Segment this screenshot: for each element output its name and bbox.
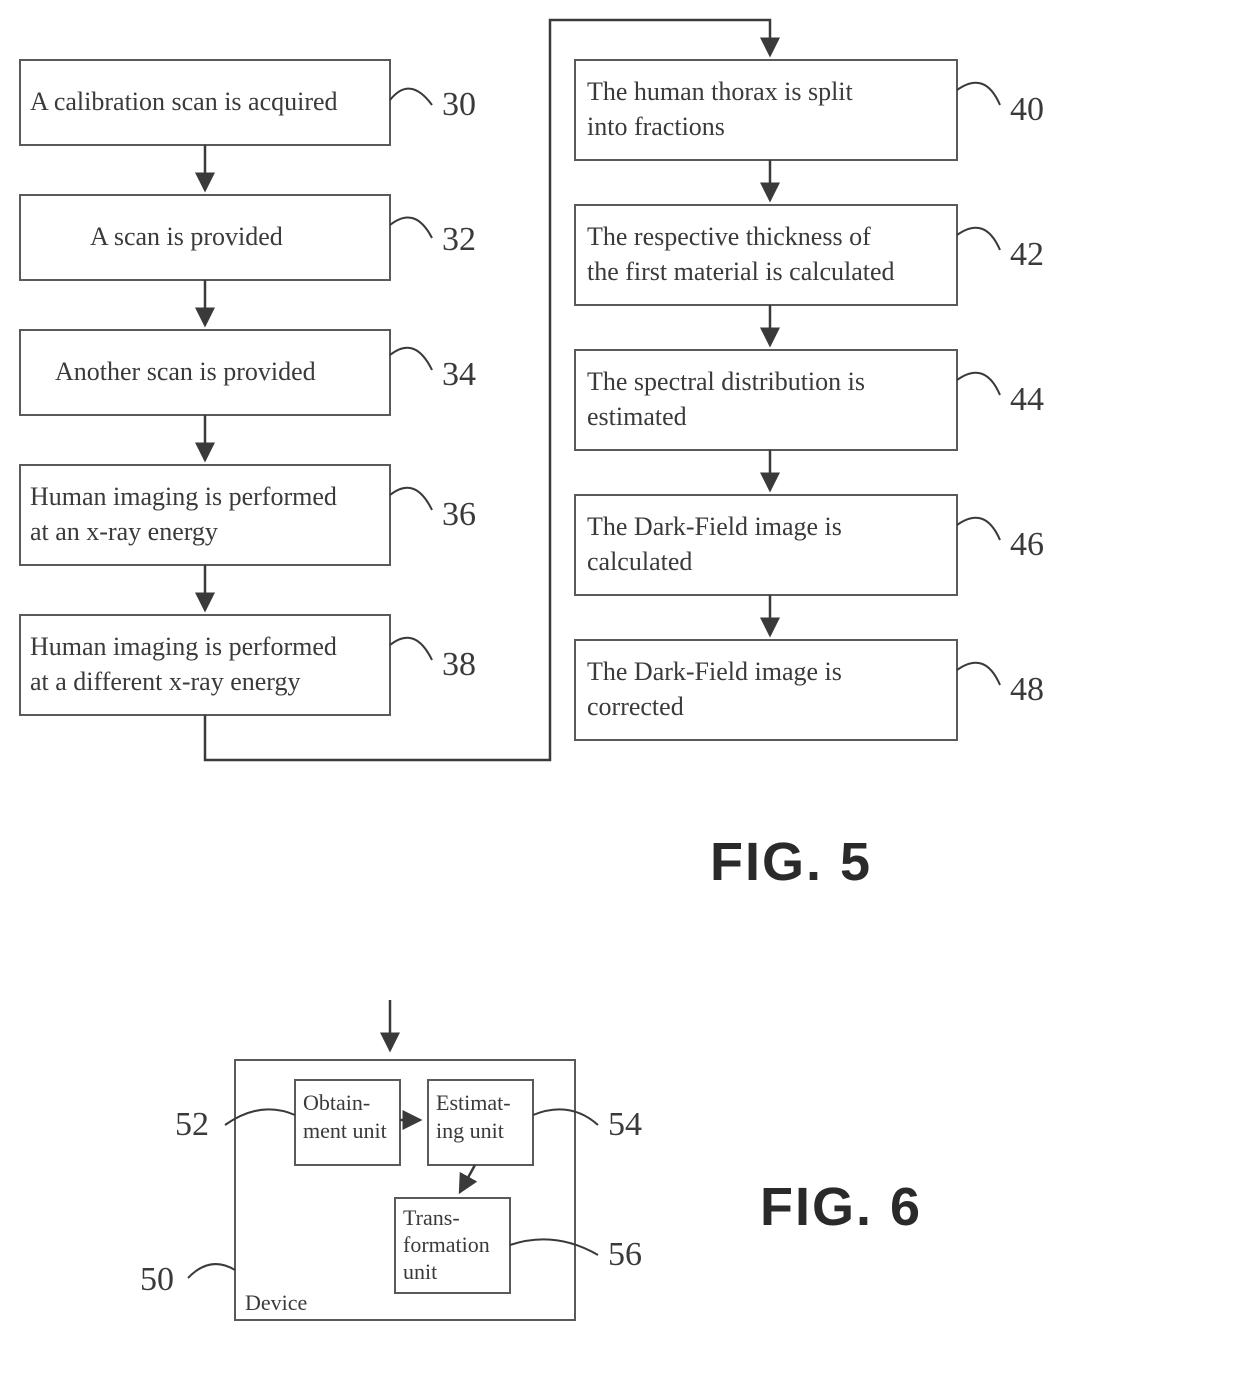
box-30: A calibration scan is acquired: [20, 60, 390, 145]
num-38: 38: [442, 646, 476, 683]
transform-line1: Trans-: [403, 1205, 460, 1230]
num-48: 48: [1010, 671, 1044, 708]
fig6-label: FIG. 6: [760, 1177, 922, 1237]
leader-36: [390, 488, 432, 510]
box-36-text2: at an x-ray energy: [30, 517, 218, 546]
num-46: 46: [1010, 526, 1044, 563]
box-42: The respective thickness of the first ma…: [575, 205, 957, 305]
arrow-estimate-transform: [460, 1165, 475, 1192]
box-34-text: Another scan is provided: [55, 357, 316, 386]
num-52: 52: [175, 1106, 209, 1143]
num-30: 30: [442, 86, 476, 123]
figure-5: A calibration scan is acquired 30 A scan…: [20, 20, 1044, 892]
box-40-text2: into fractions: [587, 112, 725, 141]
leader-40: [957, 83, 1000, 105]
num-42: 42: [1010, 236, 1044, 273]
num-32: 32: [442, 221, 476, 258]
num-50: 50: [140, 1261, 174, 1298]
device-label: Device: [245, 1290, 307, 1315]
box-34: Another scan is provided: [20, 330, 390, 415]
box-48-text2: corrected: [587, 692, 684, 721]
leader-30: [390, 89, 432, 105]
box-36-text1: Human imaging is performed: [30, 482, 337, 511]
leader-38: [390, 638, 432, 660]
transform-line3: unit: [403, 1259, 437, 1284]
box-46: The Dark-Field image is calculated: [575, 495, 957, 595]
transform-line2: formation: [403, 1232, 490, 1257]
box-38: Human imaging is performed at a differen…: [20, 615, 390, 715]
transformation-unit-box: Trans- formation unit: [395, 1198, 510, 1293]
num-34: 34: [442, 356, 476, 393]
estimating-unit-box: Estimat- ing unit: [428, 1080, 533, 1165]
leader-46: [957, 518, 1000, 540]
box-40-text1: The human thorax is split: [587, 77, 854, 106]
box-38-text1: Human imaging is performed: [30, 632, 337, 661]
estimate-line1: Estimat-: [436, 1090, 511, 1115]
num-44: 44: [1010, 381, 1044, 418]
box-48: The Dark-Field image is corrected: [575, 640, 957, 740]
num-36: 36: [442, 496, 476, 533]
figure-6: Device Obtain- ment unit Estimat- ing un…: [140, 1000, 922, 1320]
fig5-label: FIG. 5: [710, 832, 872, 892]
box-36: Human imaging is performed at an x-ray e…: [20, 465, 390, 565]
leader-54: [533, 1109, 598, 1125]
obtain-line2: ment unit: [303, 1118, 387, 1143]
obtainment-unit-box: Obtain- ment unit: [295, 1080, 400, 1165]
box-44-text2: estimated: [587, 402, 687, 431]
leader-42: [957, 228, 1000, 250]
leader-34: [390, 348, 432, 370]
box-30-text: A calibration scan is acquired: [30, 87, 338, 116]
leader-50: [188, 1264, 235, 1278]
box-46-text2: calculated: [587, 547, 692, 576]
box-44-text1: The spectral distribution is: [587, 367, 865, 396]
num-40: 40: [1010, 91, 1044, 128]
leader-56: [510, 1239, 598, 1255]
leader-48: [957, 663, 1000, 685]
box-48-text1: The Dark-Field image is: [587, 657, 842, 686]
obtain-line1: Obtain-: [303, 1090, 370, 1115]
box-46-text1: The Dark-Field image is: [587, 512, 842, 541]
leader-44: [957, 373, 1000, 395]
num-56: 56: [608, 1236, 642, 1273]
box-32-text: A scan is provided: [90, 222, 283, 251]
box-44: The spectral distribution is estimated: [575, 350, 957, 450]
box-32: A scan is provided: [20, 195, 390, 280]
box-40: The human thorax is split into fractions: [575, 60, 957, 160]
estimate-line2: ing unit: [436, 1118, 504, 1143]
box-38-text2: at a different x-ray energy: [30, 667, 300, 696]
num-54: 54: [608, 1106, 642, 1143]
box-42-text1: The respective thickness of: [587, 222, 871, 251]
leader-32: [390, 217, 432, 238]
box-42-text2: the first material is calculated: [587, 257, 895, 286]
